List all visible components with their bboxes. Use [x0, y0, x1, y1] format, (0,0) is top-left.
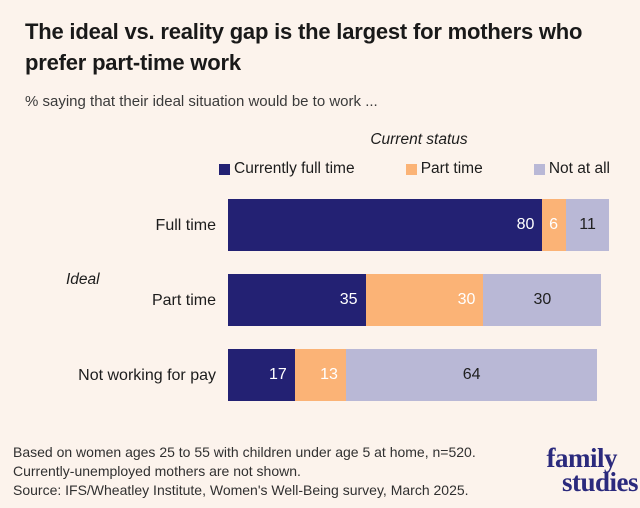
bar-value-label: 13 — [320, 366, 338, 383]
legend-item-label: Part time — [420, 160, 483, 177]
footer-source-line: Source: IFS/Wheatley Institute, Women's … — [13, 482, 469, 498]
legend-swatch-icon — [533, 163, 545, 175]
bar-segment: 64 — [345, 349, 598, 401]
bar-segment: 11 — [565, 199, 610, 251]
bar-segment: 6 — [542, 199, 566, 251]
bar-value-label: 64 — [462, 366, 481, 383]
bar-segment: 80 — [228, 199, 543, 251]
chart-subtitle: % saying that their ideal situation woul… — [25, 93, 378, 110]
category-label: Not working for pay — [78, 366, 216, 384]
legend: Currently full time Part time Not at all — [219, 160, 610, 178]
family-studies-logo: family studies — [546, 443, 639, 497]
bar-value-label: 30 — [457, 291, 476, 308]
bar-segment: 13 — [294, 349, 346, 401]
legend-item: Currently full time — [219, 160, 355, 178]
chart-row: Part time 35 30 30 — [0, 274, 640, 326]
footer-notes: Based on women ages 25 to 55 with childr… — [13, 443, 476, 500]
chart-row: Full time 80 6 11 — [0, 199, 640, 251]
logo-line-1: family — [546, 443, 618, 473]
bar-value-label: 35 — [339, 291, 358, 308]
legend-swatch-icon — [219, 163, 230, 175]
stacked-bar: 35 30 30 — [228, 274, 602, 326]
bar-value-label: 30 — [533, 291, 552, 308]
bar-value-label: 6 — [549, 216, 558, 233]
chart-row: Not working for pay 17 13 64 — [0, 349, 640, 401]
y-axis-label: Ideal — [66, 271, 100, 288]
footer-note-line: Based on women ages 25 to 55 with childr… — [13, 444, 476, 460]
logo-line-2: studies — [561, 467, 639, 497]
legend-item-label: Currently full time — [234, 160, 355, 177]
bar-segment: 30 — [365, 274, 484, 326]
bar-value-label: 11 — [579, 216, 596, 233]
category-label: Full time — [155, 216, 216, 234]
legend-item: Part time — [405, 160, 483, 178]
stacked-bar: 17 13 64 — [228, 349, 598, 401]
chart-rows: Full time 80 6 11 Part time 35 30 30 Not working… — [0, 199, 640, 424]
legend-item-label: Not at all — [548, 160, 610, 177]
legend-item: Not at all — [533, 160, 610, 178]
category-label: Part time — [151, 291, 216, 309]
legend-title: Current status — [370, 131, 468, 148]
bar-value-label: 17 — [269, 366, 287, 383]
stacked-bar: 80 6 11 — [228, 199, 610, 251]
footer-note-line: Currently-unemployed mothers are not sho… — [13, 463, 301, 479]
bar-segment: 17 — [228, 349, 295, 401]
chart-title: The ideal vs. reality gap is the largest… — [25, 19, 583, 75]
legend-swatch-icon — [405, 163, 417, 175]
bar-segment: 35 — [228, 274, 366, 326]
bar-value-label: 80 — [516, 216, 535, 233]
bar-segment: 30 — [483, 274, 602, 326]
